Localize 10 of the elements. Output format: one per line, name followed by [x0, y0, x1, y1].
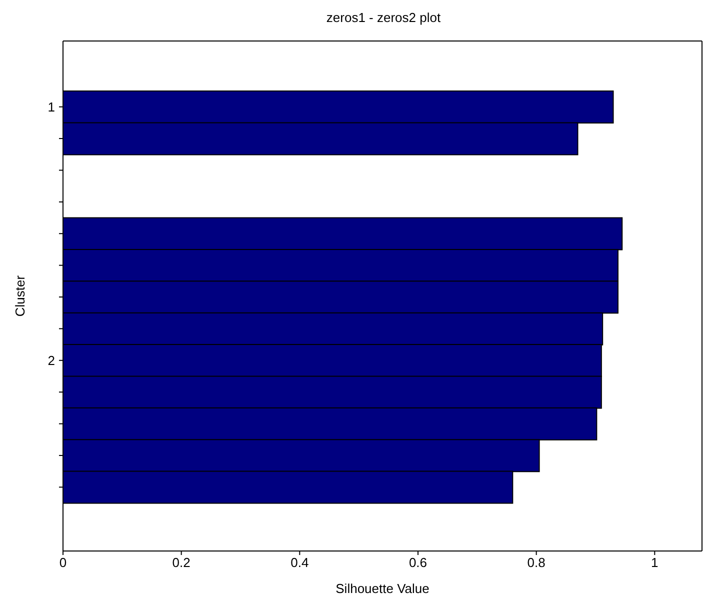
- y-axis-title: Cluster: [12, 274, 28, 317]
- x-axis-title: Silhouette Value: [336, 581, 430, 596]
- chart-title: zeros1 - zeros2 plot: [325, 10, 442, 25]
- x-tick-label: 0.8: [527, 555, 546, 570]
- x-tick-label: 0.2: [172, 555, 190, 570]
- x-tick-label: 0: [59, 555, 67, 570]
- x-tick-label: 0.4: [290, 555, 309, 570]
- x-tick-label: 0.6: [408, 555, 428, 570]
- x-tick-label: 1: [651, 555, 658, 570]
- y-tick-label: 2: [48, 353, 55, 368]
